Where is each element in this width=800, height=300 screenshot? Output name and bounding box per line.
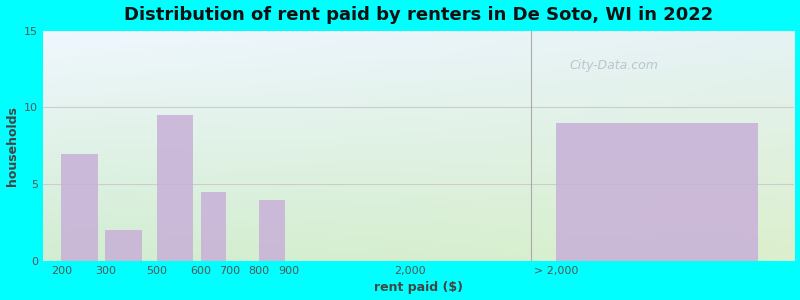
Bar [259,200,285,261]
Bar [62,154,98,261]
Y-axis label: households: households [6,106,18,186]
Bar [106,230,142,261]
X-axis label: rent paid ($): rent paid ($) [374,281,463,294]
Bar [201,192,226,261]
Bar [157,115,194,261]
Bar [556,123,758,261]
Title: Distribution of rent paid by renters in De Soto, WI in 2022: Distribution of rent paid by renters in … [124,6,714,24]
Text: City-Data.com: City-Data.com [569,59,658,72]
